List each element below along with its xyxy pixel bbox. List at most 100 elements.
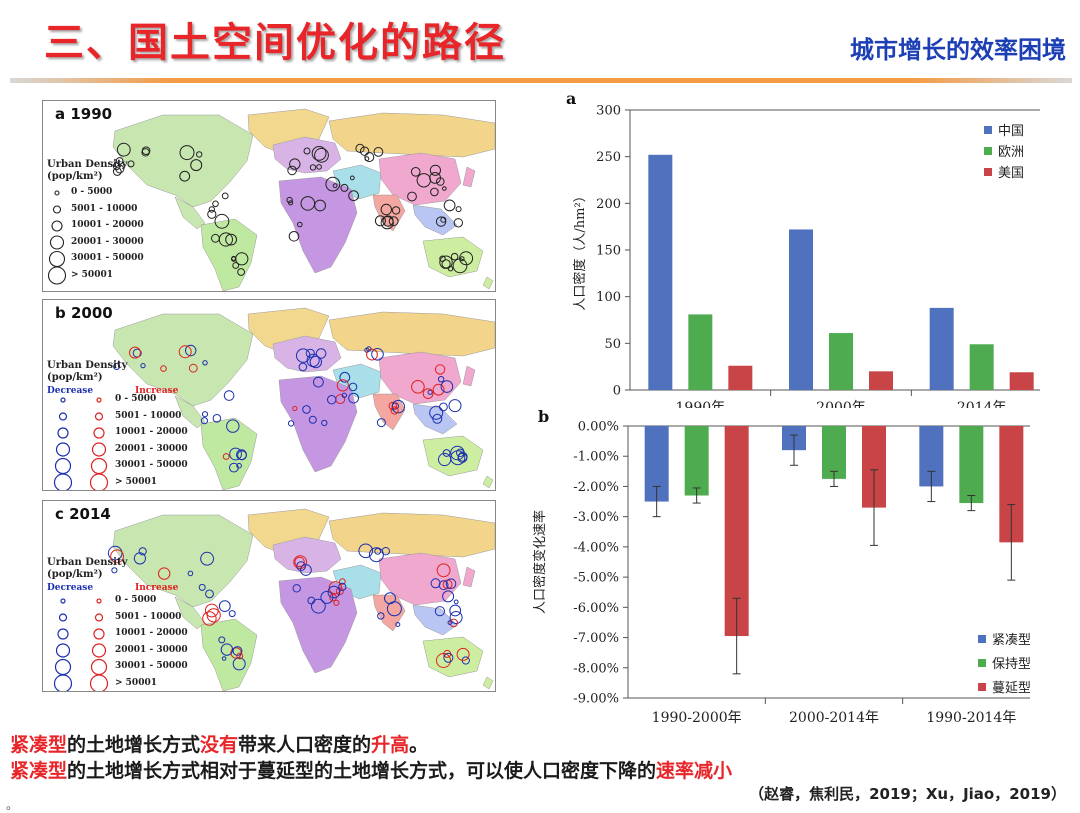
city-density-circle <box>453 218 463 228</box>
city-density-circle <box>202 611 217 626</box>
y-axis-label: 人口密度（人/hm²） <box>572 189 588 310</box>
city-density-circle <box>371 348 384 361</box>
city-density-circle <box>222 453 230 460</box>
country-region-south-east-asia <box>412 204 458 236</box>
city-density-circle <box>338 582 347 592</box>
city-density-circle <box>303 147 311 155</box>
city-density-circle <box>364 152 375 163</box>
city-density-circle <box>110 549 124 564</box>
city-density-circle <box>321 419 328 427</box>
legend-increase-circle <box>89 674 109 691</box>
city-density-circle <box>438 580 449 591</box>
city-density-circle <box>200 417 208 425</box>
city-density-circle <box>422 388 434 399</box>
city-density-circle <box>190 159 203 172</box>
legend-symbols <box>53 598 109 691</box>
city-density-circle <box>198 583 206 591</box>
city-density-circle <box>129 346 141 359</box>
bar-1-2 <box>969 344 994 390</box>
legend-range-label: 5001 - 10000 <box>115 410 182 421</box>
y-tick-label: 300 <box>596 104 621 119</box>
city-density-circle <box>158 567 171 580</box>
legend-increase-label: Increase <box>135 583 179 593</box>
city-density-circle <box>229 447 243 461</box>
legend-range-label: 10001 - 20000 <box>71 220 144 230</box>
bar-0-0 <box>648 154 673 390</box>
bar-1-0 <box>684 426 709 496</box>
legend-title: Urban Density (pop/km²) <box>47 360 128 383</box>
country-region-russia <box>328 512 495 558</box>
city-density-circle <box>438 452 452 467</box>
city-density-circle <box>314 199 327 212</box>
panel-label: a <box>566 89 576 108</box>
legend-decrease-circle <box>54 658 72 676</box>
city-density-circle <box>315 348 327 359</box>
legend-swatch <box>978 635 986 643</box>
panel-label: b <box>538 407 549 426</box>
y-tick-label: -3.00% <box>573 510 619 525</box>
y-tick-label: 50 <box>604 337 621 352</box>
city-density-circle <box>302 405 311 414</box>
map-tag: a 1990 <box>55 105 113 123</box>
conclusion-line-1: 紧凑型的土地增长方式没有带来人口密度的升高。 <box>10 734 429 756</box>
city-density-circle <box>236 652 244 660</box>
legend-label: 保持型 <box>992 657 1030 672</box>
city-density-circle <box>202 360 208 366</box>
city-density-circle <box>309 164 317 171</box>
city-density-circle <box>447 620 453 625</box>
city-density-circle <box>443 199 456 212</box>
city-density-circle <box>237 450 247 461</box>
bar-2-2 <box>1009 372 1034 390</box>
legend-range-label: 0 - 5000 <box>115 394 157 404</box>
legend-increase-circle <box>96 397 102 403</box>
city-density-circle <box>439 255 453 269</box>
legend-decrease-label: Decrease <box>47 386 94 396</box>
legend-range-label: 10001 - 20000 <box>115 427 188 437</box>
city-density-circle <box>286 196 293 204</box>
country-region-south-america <box>200 417 258 490</box>
city-density-circle <box>440 380 454 393</box>
map-panel-2014: c 2014 Urban Density (pop/km²) Decrease … <box>42 500 496 692</box>
city-density-circle <box>429 164 441 176</box>
legend-increase-circle <box>94 613 104 622</box>
bar-1-0 <box>688 314 713 390</box>
country-region-australia <box>422 236 484 278</box>
city-density-circle <box>112 167 122 176</box>
bar-1-1 <box>822 426 846 479</box>
legend-increase-circle <box>89 473 109 490</box>
city-density-circle <box>456 647 470 661</box>
y-tick-label: -6.00% <box>573 601 619 616</box>
city-density-circle <box>294 556 305 568</box>
city-density-circle <box>430 187 439 197</box>
city-density-circle <box>111 567 118 574</box>
city-density-circle <box>127 160 135 168</box>
legend-range-label: > 50001 <box>115 677 157 688</box>
y-tick-label: 200 <box>596 197 621 212</box>
city-density-circle <box>374 215 386 227</box>
city-density-circle <box>349 175 355 181</box>
density-change-rate-bar-chart: b 0.00% -1.00% -2.00% -3.00% -4.00% -5.00% -6.0… <box>532 407 1030 726</box>
city-density-circle <box>200 551 215 566</box>
city-density-circle <box>178 345 192 359</box>
legend-circle <box>47 266 67 285</box>
city-density-circle <box>325 176 341 192</box>
x-category-label: 1990-2000年 <box>652 710 742 726</box>
city-density-circle <box>436 177 445 186</box>
city-density-circle <box>237 268 246 276</box>
city-density-circle <box>456 448 465 458</box>
city-density-circle <box>336 379 349 392</box>
y-tick-label: 0.00% <box>578 420 619 435</box>
city-density-circle <box>442 590 455 603</box>
city-density-circle <box>133 552 147 565</box>
city-density-circle <box>443 652 454 663</box>
legend-decrease-circle <box>53 674 73 691</box>
city-density-circle <box>232 646 243 656</box>
city-density-circle <box>327 395 337 405</box>
city-density-circle <box>311 146 327 161</box>
city-density-circle <box>141 148 150 157</box>
city-density-circle <box>432 383 445 396</box>
city-density-circle <box>449 604 462 617</box>
city-density-circle <box>313 376 324 388</box>
legend-range-label: 5001 - 10000 <box>71 203 138 214</box>
city-density-circle <box>107 545 123 561</box>
